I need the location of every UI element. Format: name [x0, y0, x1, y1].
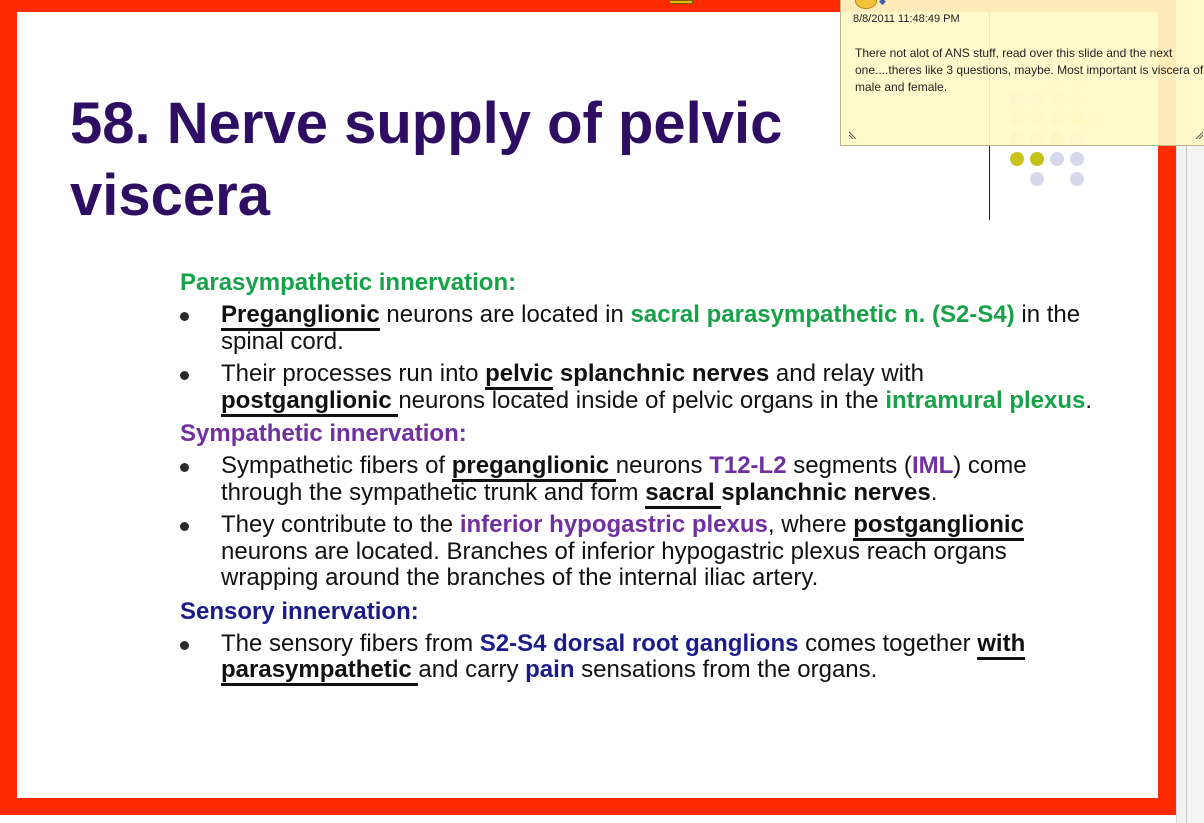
heading-sensory: Sensory innervation:	[180, 597, 419, 625]
comment-speech-bubble-icon[interactable]	[855, 0, 877, 9]
text: They contribute to the	[221, 511, 460, 538]
bullet-icon	[180, 640, 189, 650]
slide-title: 58. Nerve supply of pelvic viscera	[70, 91, 783, 228]
term-intramural-plexus: intramural plexus	[885, 386, 1086, 414]
text: and relay with	[769, 360, 925, 387]
term-sacral: sacral	[645, 478, 722, 509]
term-inferior-hypogastric-plexus: inferior hypogastric plexus	[459, 511, 768, 538]
comment-dropdown-icon[interactable]: ◆	[879, 0, 886, 6]
term-t12-l2: T12-L2	[709, 452, 787, 479]
comment-marker-icon[interactable]	[669, 0, 693, 4]
text: neurons located inside of pelvic organs …	[398, 386, 886, 414]
text: sensations from the organs.	[574, 656, 878, 683]
text: comes together	[798, 629, 978, 657]
text: neurons are located. Branches of inferio…	[221, 537, 1007, 591]
term-sacral-nucleus: sacral parasympathetic n. (S2-S4)	[630, 301, 1015, 328]
term-splanchnic-nerves: splanchnic nerves	[721, 478, 931, 506]
term-with-parasympathetic: with parasympathetic	[221, 629, 1026, 686]
term-preganglionic: preganglionic	[451, 452, 616, 482]
term-splanchnic-nerves: splanchnic nerves	[553, 360, 770, 387]
list-item: They contribute to the inferior hypogast…	[180, 511, 1100, 592]
text: Their processes run into	[221, 360, 486, 387]
text: ) come through the sympathetic trunk and…	[221, 452, 1027, 506]
text: , where	[767, 511, 854, 538]
term-preganglionic: Preganglionic	[221, 301, 380, 331]
heading-parasympathetic: Parasympathetic innervation:	[180, 269, 517, 296]
bullet-icon	[180, 371, 189, 380]
list-item: Preganglionic neurons are located in sac…	[180, 301, 1100, 355]
term-postganglionic: postganglionic	[221, 386, 399, 417]
term-pain: pain	[525, 656, 575, 683]
bullet-icon	[180, 312, 189, 321]
text: The sensory fibers from	[221, 629, 480, 657]
comment-timestamp: 8/8/2011 11:48:49 PM	[853, 13, 960, 25]
heading-sympathetic: Sympathetic innervation:	[180, 420, 467, 447]
text: neurons	[615, 452, 710, 479]
slide-body: Parasympathetic innervation: Preganglion…	[180, 269, 1100, 690]
term-iml: IML	[911, 452, 954, 479]
resize-grip-icon[interactable]	[849, 129, 859, 139]
text: and carry	[418, 656, 526, 683]
window-bottom-edge	[0, 815, 1176, 823]
text: in the spinal cord.	[221, 301, 1081, 355]
list-item: Sympathetic fibers of preganglionic neur…	[180, 452, 1100, 509]
bullet-icon	[180, 463, 189, 472]
bullet-icon	[180, 522, 189, 531]
text: .	[1085, 386, 1093, 414]
resize-grip-icon[interactable]	[1193, 129, 1203, 139]
list-item: The sensory fibers from S2-S4 dorsal roo…	[180, 629, 1100, 686]
text: neurons are located in	[379, 301, 631, 328]
comment-popup[interactable]: ◆ 8/8/2011 11:48:49 PM There not alot of…	[840, 0, 1204, 146]
text: segments (	[786, 452, 912, 479]
text: .	[930, 478, 938, 506]
text: Sympathetic fibers of	[221, 452, 452, 479]
comment-text[interactable]: There not alot of ANS stuff, read over t…	[855, 46, 1204, 94]
term-dorsal-root-ganglions: S2-S4 dorsal root ganglions	[479, 629, 799, 657]
scrollbar-track	[1186, 0, 1187, 823]
list-item: Their processes run into pelvic splanchn…	[180, 360, 1100, 417]
term-pelvic: pelvic	[485, 360, 554, 390]
term-postganglionic: postganglionic	[853, 511, 1024, 541]
